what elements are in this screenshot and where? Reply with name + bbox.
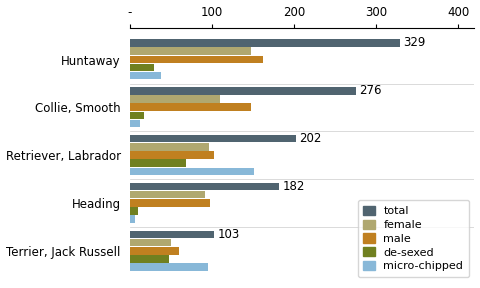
Text: 103: 103: [217, 228, 240, 241]
Bar: [130, 191, 205, 198]
Bar: [130, 151, 214, 159]
Bar: [130, 64, 155, 71]
Bar: [130, 247, 179, 255]
Bar: [130, 199, 210, 207]
Bar: [130, 263, 208, 271]
Bar: [130, 168, 254, 175]
Text: 276: 276: [360, 84, 382, 97]
Text: 202: 202: [299, 132, 321, 145]
Bar: [130, 120, 140, 127]
Bar: [130, 255, 169, 263]
Legend: total, female, male, de-sexed, micro-chipped: total, female, male, de-sexed, micro-chi…: [358, 200, 469, 277]
Bar: [130, 47, 251, 55]
Bar: [130, 239, 171, 246]
Bar: [130, 143, 209, 151]
Bar: [130, 231, 214, 238]
Bar: [130, 95, 220, 103]
Bar: [130, 207, 138, 215]
Bar: [130, 72, 161, 79]
Bar: [130, 135, 296, 143]
Bar: [130, 87, 356, 95]
Text: 182: 182: [282, 180, 305, 193]
Bar: [130, 215, 134, 223]
Bar: [130, 103, 251, 111]
Bar: [130, 56, 264, 63]
Text: 329: 329: [403, 37, 425, 50]
Bar: [130, 183, 279, 190]
Bar: [130, 39, 400, 47]
Bar: [130, 159, 186, 167]
Bar: [130, 111, 144, 119]
